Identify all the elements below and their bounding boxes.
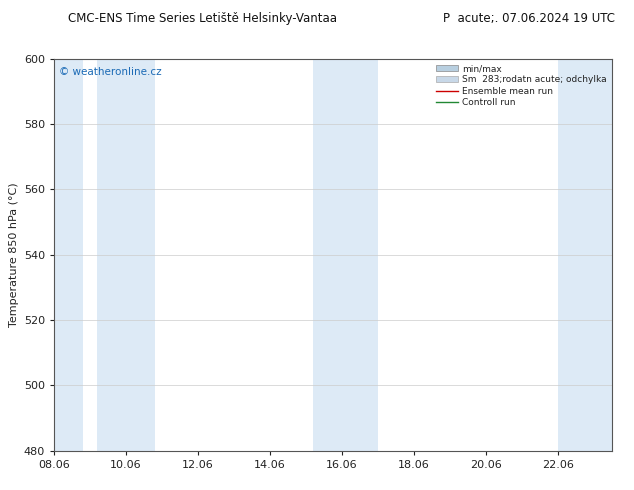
Bar (558, 59, 612, 451)
Bar (97, 59, 155, 451)
Text: P  acute;. 07.06.2024 19 UTC: P acute;. 07.06.2024 19 UTC (443, 12, 615, 25)
Text: © weatheronline.cz: © weatheronline.cz (60, 67, 162, 76)
Bar (313, 59, 378, 451)
Text: CMC-ENS Time Series Letiště Helsinky-Vantaa: CMC-ENS Time Series Letiště Helsinky-Van… (68, 12, 337, 25)
Bar (54, 59, 82, 451)
Legend: min/max, Sm  283;rodatn acute; odchylka, Ensemble mean run, Controll run: min/max, Sm 283;rodatn acute; odchylka, … (432, 61, 610, 111)
Y-axis label: Temperature 850 hPa (°C): Temperature 850 hPa (°C) (10, 182, 20, 327)
